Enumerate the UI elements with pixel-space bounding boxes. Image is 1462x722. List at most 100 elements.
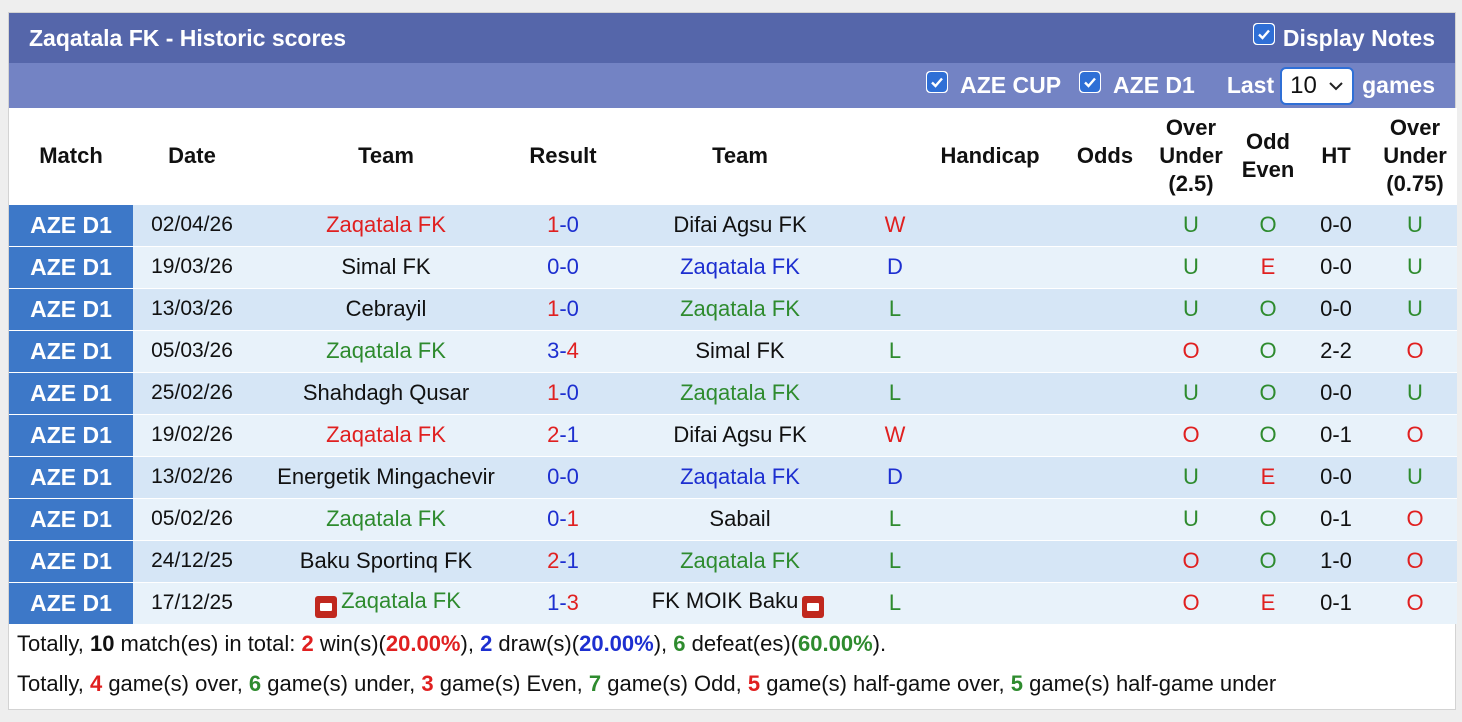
odds-value — [1065, 203, 1145, 246]
games-label: games — [1362, 72, 1435, 98]
summary-segment: game(s) Odd, — [601, 671, 748, 696]
over-under-0-75: U — [1373, 455, 1457, 498]
col-match: Match — [9, 108, 133, 204]
aze-d1-checkbox[interactable] — [1079, 70, 1102, 93]
table-row: AZE D1 05/02/26 Zaqatala FK 0-1 Sabail L U O 0-1… — [9, 497, 1457, 540]
match-league[interactable]: AZE D1 — [9, 455, 133, 498]
match-date: 05/02/26 — [133, 497, 251, 540]
match-result[interactable]: 1-0 — [521, 203, 605, 246]
match-outcome: L — [875, 371, 915, 414]
filter-aze-cup[interactable]: AZE CUP — [926, 70, 1061, 99]
summary-segment: 6 — [248, 671, 262, 696]
away-team[interactable]: Zaqatala FK — [605, 287, 875, 330]
home-team[interactable]: Zaqatala FK — [251, 413, 521, 456]
odd-even: O — [1237, 203, 1299, 246]
over-under-2-5: U — [1145, 245, 1237, 288]
display-notes-checkbox[interactable] — [1252, 23, 1275, 45]
match-result[interactable]: 1-0 — [521, 371, 605, 414]
half-time-score: 0-0 — [1299, 203, 1373, 246]
match-league[interactable]: AZE D1 — [9, 539, 133, 582]
score-separator: - — [559, 338, 567, 363]
display-notes-toggle[interactable]: Display Notes — [1252, 23, 1435, 52]
match-league[interactable]: AZE D1 — [9, 245, 133, 288]
match-result[interactable]: 1-0 — [521, 287, 605, 330]
summary-segment: game(s) over, — [102, 671, 249, 696]
last-games-select[interactable]: 10 — [1280, 66, 1355, 105]
odds-value — [1065, 539, 1145, 582]
over-under-0-75: U — [1373, 203, 1457, 246]
handicap-value — [915, 203, 1065, 246]
home-team[interactable]: Shahdagh Qusar — [251, 371, 521, 414]
away-team[interactable]: Zaqatala FK — [605, 455, 875, 498]
match-league[interactable]: AZE D1 — [9, 329, 133, 372]
score-away: 0 — [566, 254, 579, 279]
match-result[interactable]: 1-3 — [521, 581, 605, 624]
match-league[interactable]: AZE D1 — [9, 497, 133, 540]
home-team[interactable]: Simal FK — [251, 245, 521, 288]
half-time-score: 0-1 — [1299, 497, 1373, 540]
home-team[interactable]: Zaqatala FK — [251, 329, 521, 372]
filter-aze-d1[interactable]: AZE D1 — [1079, 70, 1195, 99]
col-result: Result — [521, 108, 605, 204]
away-team[interactable]: Sabail — [605, 497, 875, 540]
summary-segment: win(s)( — [313, 631, 386, 656]
last-games-group: Last 10 games — [1226, 66, 1435, 105]
match-result[interactable]: 2-1 — [521, 413, 605, 456]
half-time-score: 1-0 — [1299, 539, 1373, 582]
match-result[interactable]: 3-4 — [521, 329, 605, 372]
match-league[interactable]: AZE D1 — [9, 203, 133, 246]
away-team[interactable]: Zaqatala FK — [605, 371, 875, 414]
home-team[interactable]: Zaqatala FK — [251, 497, 521, 540]
away-team[interactable]: Difai Agsu FK — [605, 203, 875, 246]
half-time-score: 0-1 — [1299, 581, 1373, 624]
away-team[interactable]: Zaqatala FK — [605, 539, 875, 582]
odd-even: E — [1237, 455, 1299, 498]
summary-segment: defeat(es)( — [685, 631, 799, 656]
away-team[interactable]: Simal FK — [605, 329, 875, 372]
score-away: 1 — [566, 422, 579, 447]
home-team[interactable]: Zaqatala FK — [251, 203, 521, 246]
home-team[interactable]: Baku Sportinq FK — [251, 539, 521, 582]
score-home: 0 — [547, 254, 560, 279]
score-away: 0 — [566, 212, 579, 237]
match-league[interactable]: AZE D1 — [9, 413, 133, 456]
match-result[interactable]: 0-0 — [521, 455, 605, 498]
handicap-value — [915, 413, 1065, 456]
handicap-value — [915, 539, 1065, 582]
score-away: 1 — [566, 506, 579, 531]
away-team[interactable]: FK MOIK Baku — [605, 581, 875, 624]
last-label: Last — [1226, 72, 1275, 98]
aze-cup-checkbox[interactable] — [926, 70, 949, 93]
home-team-name: Simal FK — [341, 254, 431, 279]
away-team-name: Zaqatala FK — [680, 380, 800, 405]
match-league[interactable]: AZE D1 — [9, 581, 133, 624]
away-team[interactable]: Zaqatala FK — [605, 245, 875, 288]
checkmark-icon — [1080, 71, 1101, 92]
match-date: 13/03/26 — [133, 287, 251, 330]
home-team[interactable]: Zaqatala FK — [251, 581, 521, 624]
match-outcome: D — [875, 245, 915, 288]
summary-segment: 2 — [480, 631, 493, 656]
table-row: AZE D1 13/02/26 Energetik Mingachevir 0-0 Za… — [9, 455, 1457, 498]
match-result[interactable]: 0-1 — [521, 497, 605, 540]
home-team[interactable]: Cebrayil — [251, 287, 521, 330]
match-result[interactable]: 0-0 — [521, 245, 605, 288]
summary-segment: match(es) in total: — [114, 631, 302, 656]
red-card-icon — [802, 596, 825, 619]
match-result[interactable]: 2-1 — [521, 539, 605, 582]
score-home: 0 — [547, 506, 560, 531]
match-league[interactable]: AZE D1 — [9, 287, 133, 330]
score-away: 3 — [566, 590, 579, 616]
match-league[interactable]: AZE D1 — [9, 371, 133, 414]
home-team[interactable]: Energetik Mingachevir — [251, 455, 521, 498]
odds-value — [1065, 371, 1145, 414]
away-team[interactable]: Difai Agsu FK — [605, 413, 875, 456]
last-games-value: 10 — [1290, 71, 1317, 99]
historic-scores-panel: Zaqatala FK - Historic scores Display No… — [8, 12, 1457, 710]
over-under-2-5: U — [1145, 203, 1237, 246]
score-separator: - — [559, 548, 567, 573]
score-home: 3 — [547, 338, 560, 363]
summary-segment: ), — [460, 631, 481, 656]
half-time-score: 0-0 — [1299, 455, 1373, 498]
col-home-team: Team — [251, 108, 521, 204]
